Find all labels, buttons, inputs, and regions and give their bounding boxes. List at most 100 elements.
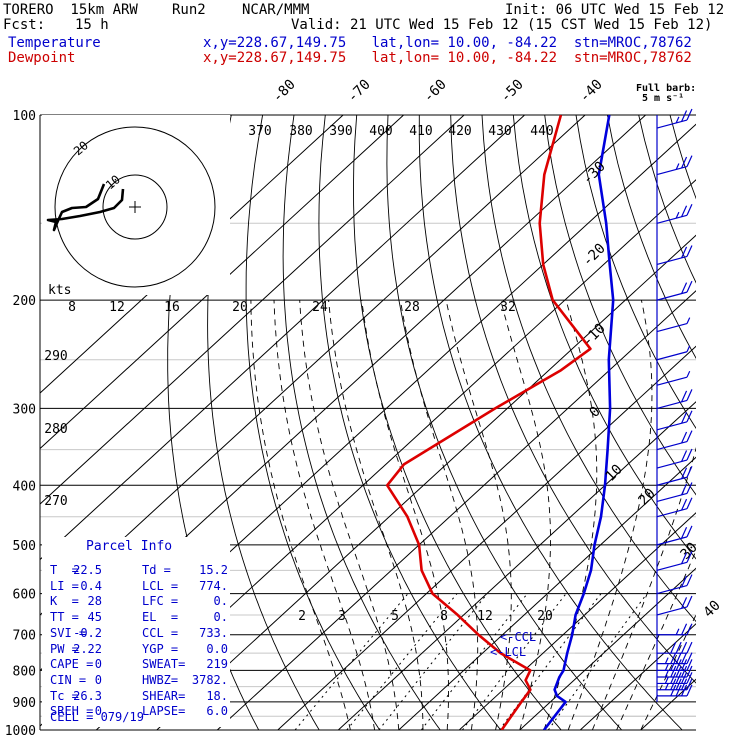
theta-label: 420 [448,124,471,139]
dry-adiabat [353,115,562,730]
moist-adiabat [399,300,479,730]
wind-barb-flag [681,641,688,654]
wind-barb [656,421,688,431]
wind-barb-flag [681,498,688,511]
parcel-l1: SVI = [50,625,87,640]
parcel-l2: CCL = [142,625,179,640]
wind-barb-flag [686,623,693,635]
parcel-l1: Tc = [50,688,79,703]
wind-barb-flag [686,389,693,401]
location-line-dew: x,y=228.67,149.75 lat,lon= 10.00, -84.22… [203,50,692,66]
isotherm [40,115,404,450]
parcel-v2: 6.0 [206,704,228,719]
wind-barb-flag [686,595,693,608]
wind-barb-flag [681,652,688,664]
mixing-ratio-label: 3 [338,609,346,624]
wind-barb-flag [670,672,677,684]
parcel-v2: 0. [213,610,228,625]
wind-barb-flag [675,659,682,671]
parcel-info-panel-bg [42,537,230,727]
wind-barb-flag [681,431,688,444]
dewpoint-profile [385,115,592,730]
isotherm-label: 0 [587,404,604,421]
moist-adiabat-lines [250,299,696,730]
parcel-l2: Td = [142,563,171,577]
dry-adiabat [575,115,696,429]
wind-barb-flag [686,108,693,121]
wind-barbs [656,108,693,702]
isotherm [216,290,696,730]
parcel-l2: LCL = [142,578,179,593]
parcel-l1: TT = [50,610,79,625]
parcel-info-title: Parcel Info [86,539,173,554]
moist-adiabat [500,299,551,730]
wind-barb-flag [686,641,693,654]
dry-adiabat [245,115,381,730]
parcel-cell: CELL = 079/19 [50,710,144,724]
run-label: Run2 [172,2,206,18]
hodo-speed-label: 16 [164,300,180,315]
moist-adiabat [640,613,696,730]
wind-barb-flag [675,672,682,684]
location-line-temp: x,y=228.67,149.75 lat,lon= 10.00, -84.22… [203,35,692,51]
hodograph-trace [46,183,125,232]
wind-barb [656,351,688,361]
wind-barb [656,166,688,176]
dry-adiabat [701,115,740,730]
dry-adiabat [544,115,696,496]
wind-barb-flag [670,652,677,664]
parcel-v1: 22.5 [73,563,102,577]
pressure-tick-label: 400 [13,479,36,494]
ccl-marker: <-CCL [500,630,536,644]
isotherm-label: -70 [345,77,374,106]
wind-barb-flag [681,450,688,462]
dry-adiabat [450,115,696,684]
wind-barb-flag [681,110,688,122]
parcel-l1: CAPE = [50,657,94,672]
moist-adiabat [445,300,512,730]
wind-barb-flag [686,678,693,690]
mixing-ratio-line [420,593,528,730]
hodo-speed-label: 28 [404,300,420,315]
parcel-row: SREH = 0 LAPSE= 6.0 [50,704,228,719]
hodo-ring-outer [54,126,216,288]
parcel-l1: SREH = [50,704,94,719]
init-time: Init: 06 UTC Wed 15 Feb 12 [505,2,725,18]
wind-barb-flag [681,552,688,565]
pressure-tick-label: 1000 [5,724,36,739]
isotherm [40,115,586,616]
wind-barb-flag [681,282,688,294]
sounding-profiles [385,115,615,730]
parcel-l2: LAPSE= [142,704,186,719]
wind-barb-flag [686,659,693,671]
wind-barb-flag [686,466,693,478]
parcel-row: CIN = 0 HWBZ= 3782. [50,673,228,688]
isotherm-label: -30 [580,159,609,188]
wind-barb-flag [686,410,693,423]
dry-adiabat [318,115,502,730]
isotherm [398,456,696,730]
parcel-l2: EL = [142,610,179,625]
wind-barb-flag [670,665,677,678]
theta-left-label: 290 [44,349,67,364]
wind-barb-flag [686,684,693,697]
isotherm [579,623,696,730]
wind-barb-flag [686,204,693,216]
parcel-v2: 219 [206,657,228,672]
dry-adiabat [512,115,696,560]
lcl-marker: <-LCL [490,645,526,659]
wind-barb-flag [675,163,680,170]
parcel-l2: SWEAT= [142,657,186,672]
parcel-v2: 18. [206,688,228,703]
dry-adiabat [481,115,696,623]
wind-barb [656,459,688,469]
theta-left-label: 270 [44,494,67,509]
mixing-ratio-label: 8 [440,609,448,624]
parcel-v1: 26.3 [73,688,102,703]
dry-adiabat-lines [167,115,740,730]
wind-barb-flag [664,677,669,684]
parcel-row: K = 28 LFC = 0. [50,594,228,609]
wind-barb-flag [675,684,682,697]
moist-adiabat [273,300,376,730]
wind-barb-flag [686,155,693,167]
